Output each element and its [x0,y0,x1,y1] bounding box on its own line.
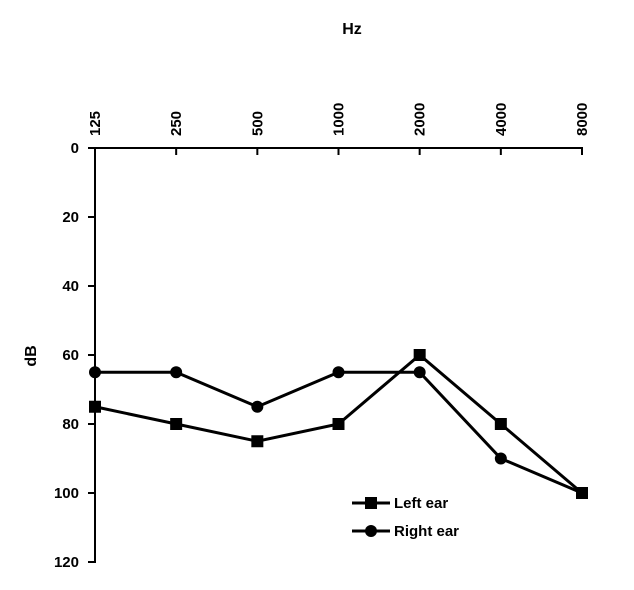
data-point [332,366,345,379]
x-tick-label: 125 [87,111,104,136]
y-axis-title: dB [23,345,40,366]
series-layer [89,349,588,499]
y-tick-label: 20 [62,209,79,226]
data-point [251,435,264,448]
x-tick-label: 2000 [412,103,429,136]
data-point [494,418,507,430]
y-tick-label: 60 [62,347,79,364]
y-tick-label: 40 [62,278,79,295]
data-point [413,366,426,379]
x-tick-label: 1000 [331,103,348,136]
legend-marker [365,497,377,509]
x-axis-ticks: 125 250 500 1000 2000 4000 8000 [87,103,591,155]
legend-label: Left ear [394,495,448,512]
series-2 [89,366,588,499]
data-point [89,400,101,413]
y-tick-label: 100 [54,485,79,502]
data-point [89,366,101,379]
x-tick-label: 4000 [493,103,510,136]
y-tick-label: 0 [71,140,79,157]
data-point [170,418,183,430]
x-tick-label: 250 [168,111,185,136]
data-point [576,487,588,499]
x-tick-label: 8000 [574,103,591,136]
x-axis-title: Hz [342,21,362,38]
data-point [494,452,507,465]
data-point [332,418,345,430]
legend-marker [365,525,377,537]
y-tick-label: 80 [62,416,79,433]
legend-label: Right ear [394,523,459,540]
data-point [170,366,183,379]
x-tick-label: 500 [249,111,266,136]
legend-item: Left ear [352,495,448,512]
legend: Left ear Right ear [352,495,459,540]
y-axis-ticks: 0 20 40 60 80 100 120 [54,140,96,571]
data-point [251,400,264,413]
y-tick-label: 120 [54,554,79,571]
data-point [413,349,426,361]
legend-item: Right ear [352,523,459,540]
